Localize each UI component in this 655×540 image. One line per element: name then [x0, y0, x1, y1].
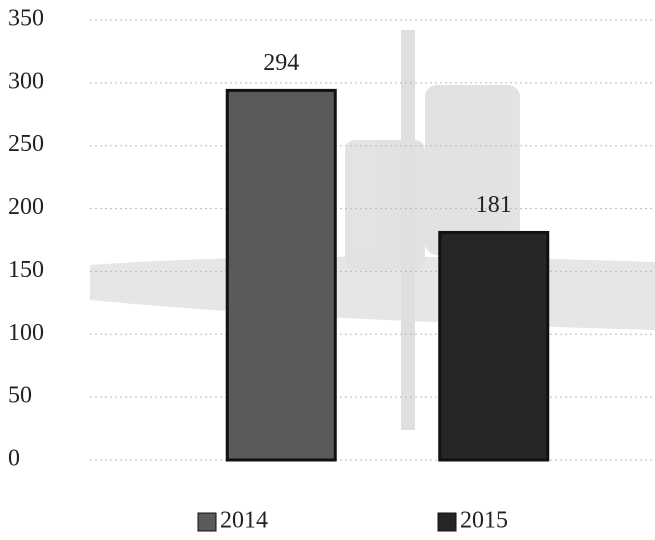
legend-label: 2015 — [460, 508, 508, 534]
data-label: 181 — [476, 192, 512, 218]
y-tick-label: 200 — [8, 194, 44, 220]
legend-swatch — [437, 512, 457, 532]
legend-label: 2014 — [220, 508, 268, 534]
y-tick-label: 300 — [8, 68, 44, 94]
bar — [438, 230, 550, 462]
y-tick-label: 150 — [8, 257, 44, 283]
legend-swatch — [197, 512, 217, 532]
y-tick-label: 350 — [8, 6, 44, 32]
y-tick-label: 100 — [8, 320, 44, 346]
y-tick-label: 250 — [8, 131, 44, 157]
data-label: 294 — [263, 50, 299, 76]
background-decoration — [90, 30, 655, 430]
y-tick-label: 0 — [8, 446, 20, 472]
bar — [225, 88, 337, 462]
y-tick-label: 50 — [8, 383, 32, 409]
